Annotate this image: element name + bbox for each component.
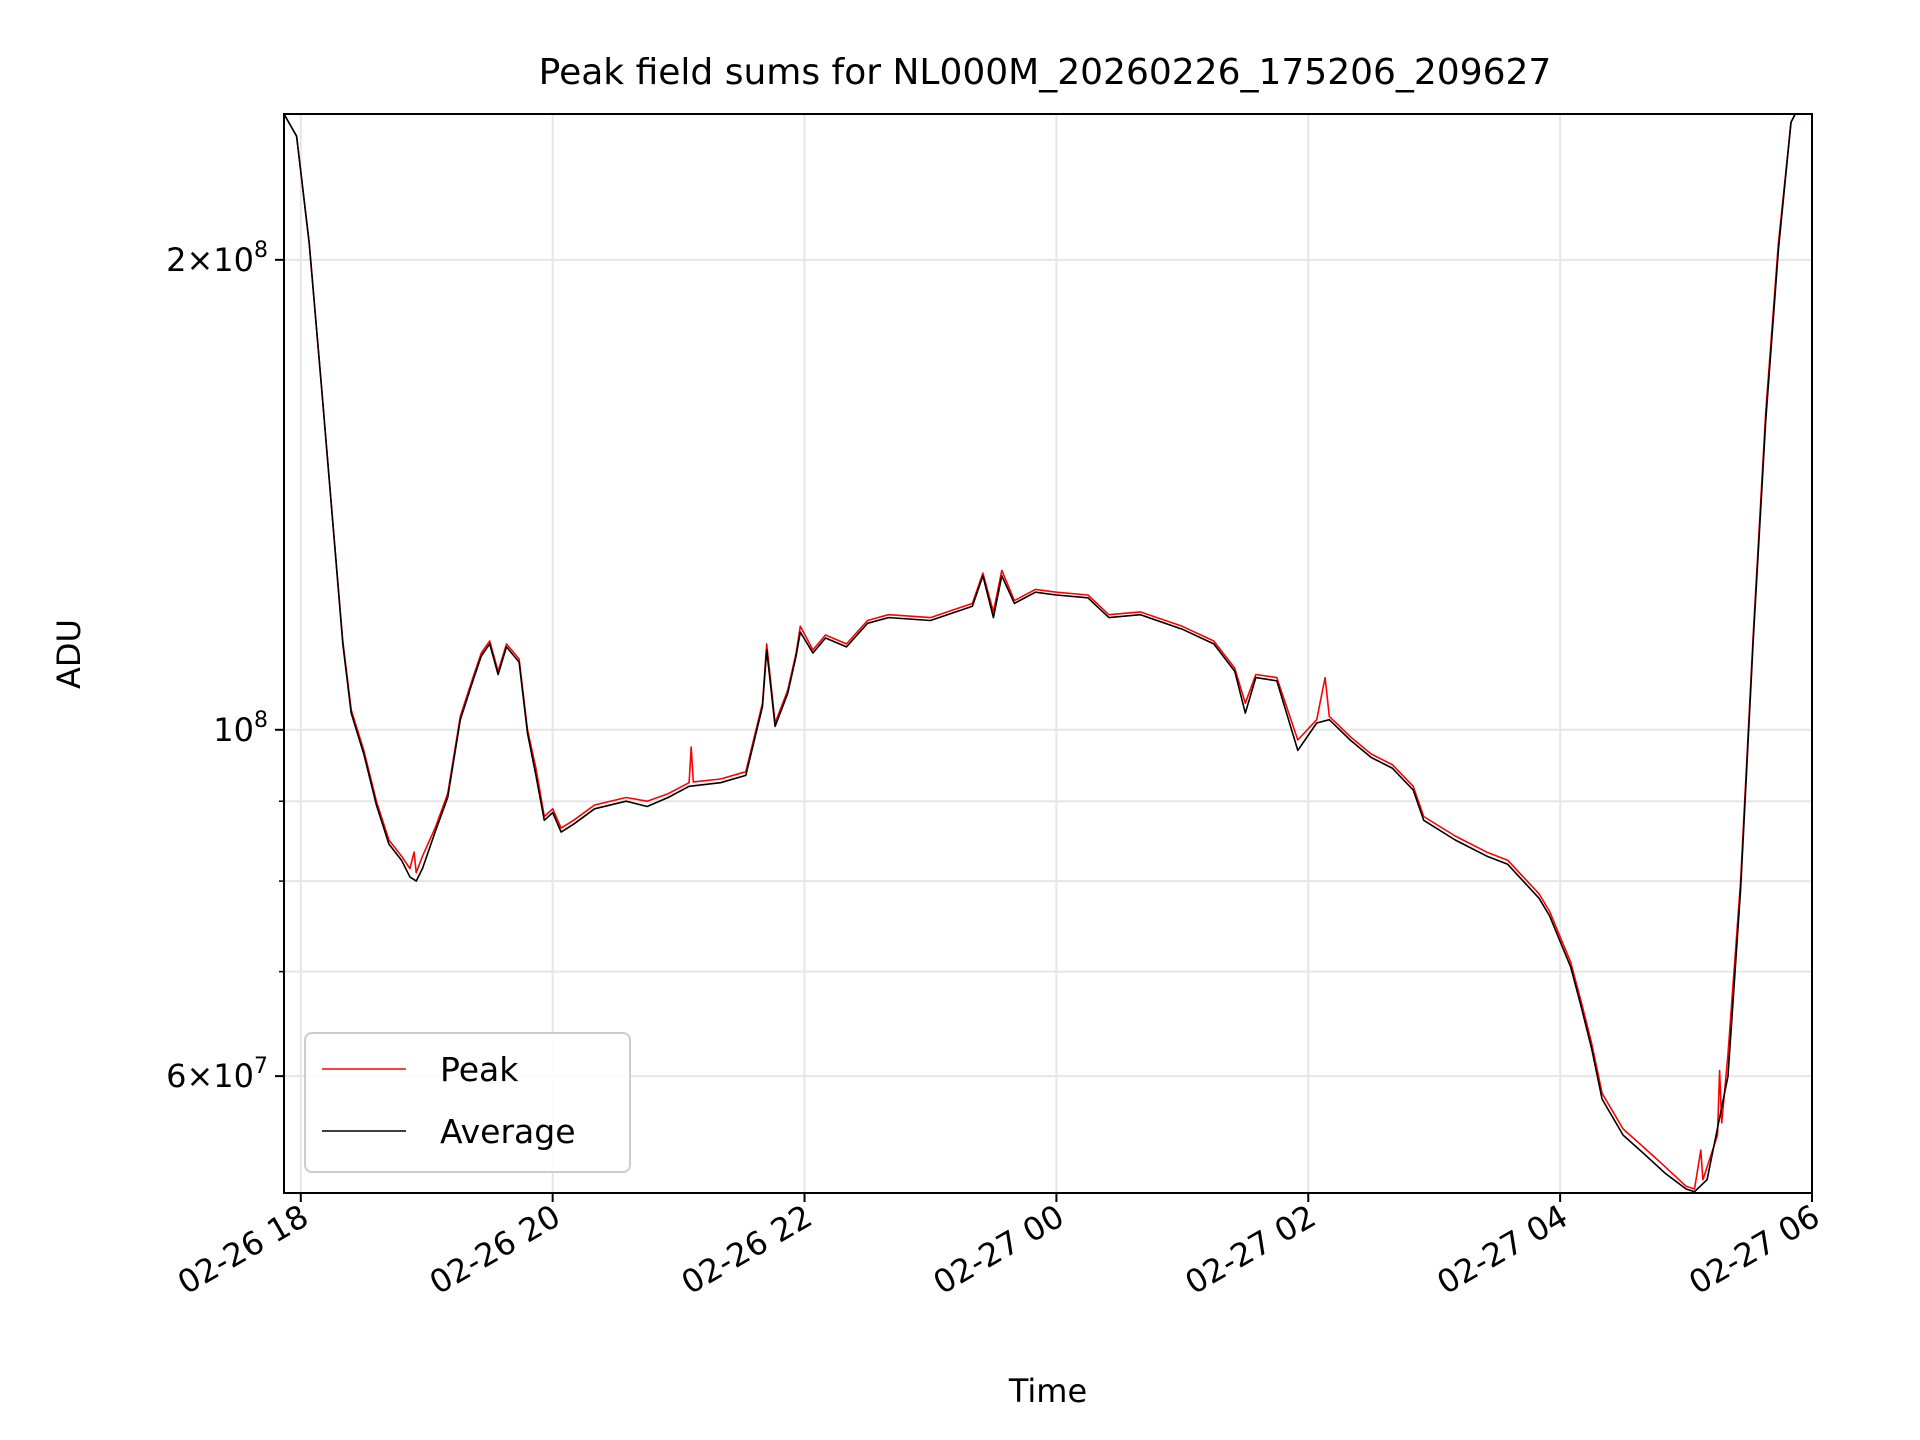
chart-title: Peak field sums for NL000M_20260226_1752… [539,52,1552,93]
series-line-average [284,114,1796,1193]
legend-label-average: Average [440,1112,576,1151]
plot-frame [283,113,1813,1194]
legend-box [304,1032,631,1173]
grid-lines [284,114,1813,1193]
legend: Peak Average [304,1032,631,1173]
series-layer [284,114,1796,1193]
legend-label-peak: Peak [440,1050,519,1089]
y-tick-label: 6×107 [166,1054,268,1095]
y-tick-label: 2×108 [166,238,268,279]
x-axis-label: Time [1008,1372,1087,1410]
y-tick-label: 108 [213,708,268,749]
y-axis-label: ADU [50,619,88,689]
y-axis: 2×108 108 6×107 [166,238,284,1095]
